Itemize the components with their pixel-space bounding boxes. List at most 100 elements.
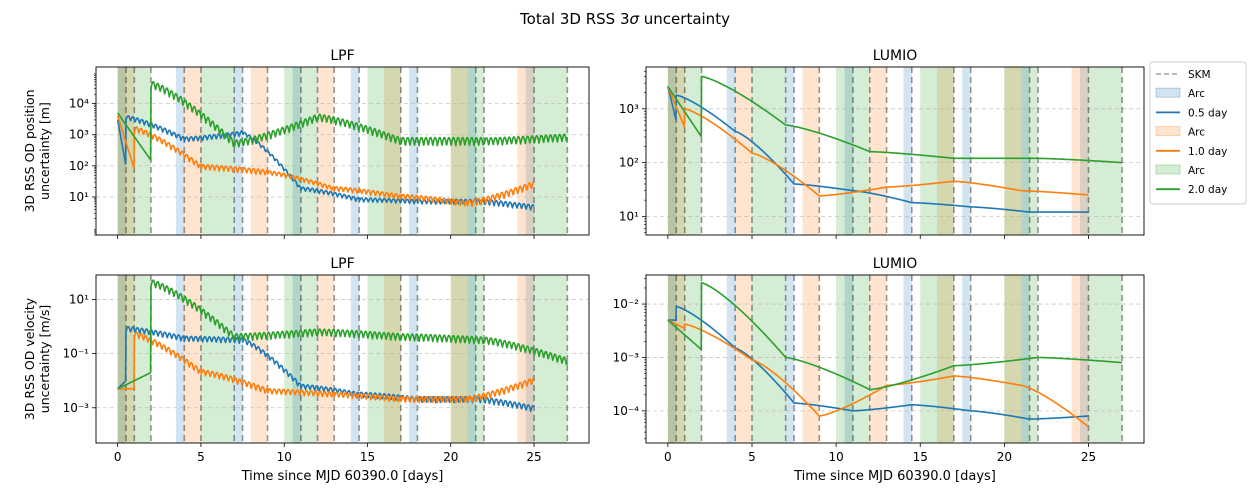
arc-span-05day-1: [726, 67, 736, 235]
arc-span-10day-5: [1004, 275, 1022, 443]
axes-frame-lpf-vel: [95, 274, 590, 444]
legend-entry: 1.0 day: [1156, 146, 1227, 158]
x-tick-label: 0: [664, 450, 672, 464]
arc-span-05day-7: [525, 275, 535, 443]
arc-span-05day-3: [292, 275, 301, 443]
y-tick-label: 10⁻²: [613, 297, 640, 311]
arc-span-20day-5: [1088, 67, 1123, 235]
subplot-lumio-pos: 10¹ 10² 10³ LUMIO: [619, 48, 1145, 239]
arc-span-05day-5: [962, 67, 971, 235]
x-tick-label: 25: [526, 450, 541, 464]
x-tick-label: 5: [748, 450, 756, 464]
legend-entry: 0.5 day: [1156, 107, 1227, 119]
arc-span-05day-6: [467, 67, 476, 235]
arc-span-20day-5: [1088, 275, 1123, 443]
y-axis-label-line: uncertainty [m]: [37, 102, 52, 200]
arc-span-20day-2: [284, 275, 318, 443]
figure-title-prefix: Total 3D RSS 3: [519, 10, 629, 28]
x-tick-label: 0: [114, 450, 122, 464]
arc-span-05day-3: [292, 67, 301, 235]
arc-span-05day-2: [234, 275, 243, 443]
y-tick-label: 10¹: [69, 292, 89, 306]
arc-span-10day-3: [869, 275, 887, 443]
x-tick-label: 5: [197, 450, 205, 464]
y-tick-label: 10²: [69, 159, 89, 173]
arc-span-10day-4: [937, 275, 954, 443]
arc-span-20day-2: [836, 275, 870, 443]
arc-span-05day-3: [844, 275, 853, 443]
arc-span-10day-5: [1004, 67, 1022, 235]
arc-span-20day-2: [836, 67, 870, 235]
arc-span-05day-5: [409, 275, 418, 443]
arc-span-05day-5: [409, 67, 418, 235]
arc-span-05day-0: [667, 275, 677, 443]
arc-span-05day-1: [726, 275, 736, 443]
arc-span-20day-1: [751, 275, 786, 443]
axes-frame-lumio-pos: [645, 66, 1145, 236]
arc-span-20day-0: [667, 275, 702, 443]
arc-span-05day-0: [117, 275, 126, 443]
arc-span-10day-0: [667, 67, 685, 235]
arc-span-05day-4: [903, 275, 912, 443]
figure-title: Total 3D RSS 3σ uncertainty: [519, 10, 730, 28]
subplot-title-lumio-pos: LUMIO: [873, 48, 918, 64]
x-tick-label: 20: [443, 450, 458, 464]
arc-span-05day-2: [234, 67, 243, 235]
x-tick-label: 15: [913, 450, 928, 464]
x-tick-label: 25: [1081, 450, 1096, 464]
subplot-title-lpf-vel: LPF: [330, 256, 354, 272]
legend-arc-swatch: [1155, 87, 1181, 98]
legend-entry: Arc: [1155, 126, 1205, 139]
legend-label: Arc: [1188, 88, 1205, 100]
legend-label: 2.0 day: [1188, 184, 1227, 196]
arc-span-05day-4: [350, 67, 360, 235]
arc-span-10day-1: [184, 275, 201, 443]
subplot-lpf-pos: 10¹ 10² 10³ 10⁴ LPF 3D RSS OD position uncerta…: [22, 48, 590, 239]
series-line-20day: [667, 282, 1123, 391]
arc-span-20day-4: [450, 67, 485, 235]
x-tick-label: 10: [828, 450, 843, 464]
series-line-20day: [117, 80, 569, 161]
arc-span-10day-6: [1071, 67, 1089, 235]
arc-span-10day-1: [184, 67, 201, 235]
arc-span-20day-1: [200, 67, 235, 235]
arc-span-05day-4: [350, 275, 360, 443]
arc-span-20day-4: [450, 275, 485, 443]
series-line-10day: [667, 319, 1089, 428]
arc-span-05day-0: [667, 67, 677, 235]
y-tick-label: 10¹: [619, 209, 639, 223]
arc-span-20day-4: [1004, 67, 1039, 235]
y-tick-label: 10⁴: [69, 97, 89, 111]
figure-title-sigma: σ: [630, 10, 640, 28]
x-tick-label: 10: [277, 450, 292, 464]
y-tick-label: 10⁻¹: [63, 347, 90, 361]
x-axis-label: Time since MJD 60390.0 [days]: [793, 469, 996, 484]
subplot-title-lpf-pos: LPF: [330, 48, 354, 64]
arc-span-10day-5: [450, 67, 468, 235]
legend-label: 0.5 day: [1188, 107, 1227, 119]
legend-label: Arc: [1188, 127, 1205, 139]
arc-span-05day-7: [1080, 67, 1089, 235]
arc-span-10day-2: [802, 275, 820, 443]
plot-area-lpf-pos: [96, 67, 589, 235]
arc-span-10day-2: [802, 67, 820, 235]
y-tick-label: 10³: [69, 128, 89, 142]
arc-span-05day-2: [785, 67, 795, 235]
legend-entry: 2.0 day: [1156, 184, 1227, 196]
plot-area-lumio-vel: [646, 275, 1144, 443]
series-line-05day: [667, 305, 1089, 420]
arc-span-20day-5: [534, 67, 568, 235]
arc-span-10day-3: [317, 275, 335, 443]
series-line-10day: [116, 115, 535, 208]
arc-span-10day-2: [250, 67, 268, 235]
subplot-title-lumio-vel: LUMIO: [873, 256, 918, 272]
legend-entry: Arc: [1155, 164, 1205, 177]
figure-title-suffix: uncertainty: [639, 10, 730, 28]
y-tick-label: 10⁻⁴: [613, 404, 640, 418]
x-tick-label: 15: [360, 450, 375, 464]
series-line-20day: [117, 279, 569, 390]
y-tick-label: 10⁻³: [613, 350, 640, 364]
legend-label: SKM: [1188, 69, 1211, 81]
